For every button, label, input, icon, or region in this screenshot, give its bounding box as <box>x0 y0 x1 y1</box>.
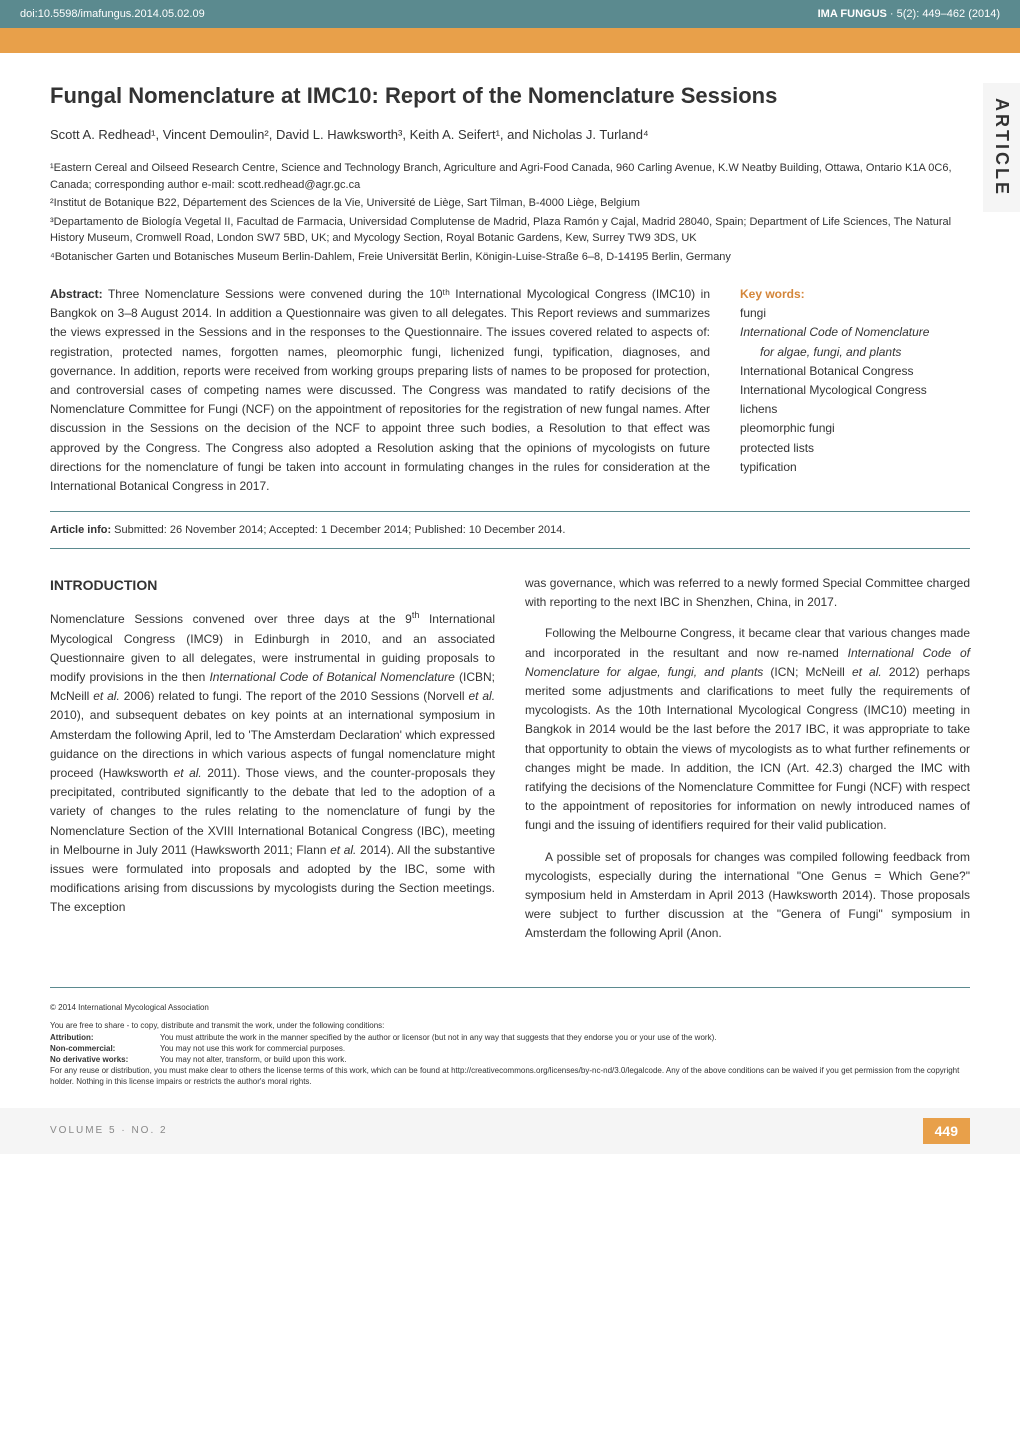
keyword-item: lichens <box>740 400 970 419</box>
divider-3 <box>50 987 970 988</box>
keyword-item: International Mycological Congress <box>740 381 970 400</box>
abstract-label: Abstract: <box>50 287 103 301</box>
divider-1 <box>50 511 970 512</box>
content-wrapper: ARTICLE Fungal Nomenclature at IMC10: Re… <box>0 53 1020 975</box>
license-label: Attribution: <box>50 1032 160 1043</box>
keyword-item: for algae, fungi, and plants <box>740 343 970 362</box>
license-item-text: You may not alter, transform, or build u… <box>160 1055 346 1064</box>
keyword-item: International Botanical Congress <box>740 362 970 381</box>
copyright: © 2014 International Mycological Associa… <box>50 1003 970 1012</box>
affiliation-2: ²Institut de Botanique B22, Département … <box>50 195 970 212</box>
license-intro: You are free to share - to copy, distrib… <box>50 1020 970 1031</box>
journal-name: IMA FUNGUS <box>818 8 887 20</box>
journal-ref: IMA FUNGUS · 5(2): 449–462 (2014) <box>818 8 1000 20</box>
journal-volume: · 5(2): 449–462 (2014) <box>890 8 1000 20</box>
top-banner: doi:10.5598/imafungus.2014.05.02.09 IMA … <box>0 0 1020 28</box>
abstract-text: Abstract: Three Nomenclature Sessions we… <box>50 285 710 496</box>
keyword-item: pleomorphic fungi <box>740 419 970 438</box>
keyword-item: protected lists <box>740 439 970 458</box>
license-item-text: You must attribute the work in the manne… <box>160 1033 716 1042</box>
doi-text: doi:10.5598/imafungus.2014.05.02.09 <box>20 8 205 20</box>
abstract-section: Abstract: Three Nomenclature Sessions we… <box>50 285 970 496</box>
body-column-right: was governance, which was referred to a … <box>525 574 970 955</box>
license-label: No derivative works: <box>50 1054 160 1065</box>
intro-paragraph-2: was governance, which was referred to a … <box>525 574 970 612</box>
affiliation-4: ⁴Botanischer Garten und Botanisches Muse… <box>50 249 970 266</box>
license-label: Non-commercial: <box>50 1043 160 1054</box>
article-info-text: Submitted: 26 November 2014; Accepted: 1… <box>111 524 565 536</box>
license-text: You are free to share - to copy, distrib… <box>50 1020 970 1087</box>
introduction-heading: INTRODUCTION <box>50 574 495 596</box>
intro-paragraph-3: Following the Melbourne Congress, it bec… <box>525 624 970 835</box>
keyword-item: fungi <box>740 304 970 323</box>
license-item: Non-commercial:You may not use this work… <box>50 1043 970 1054</box>
volume-info: VOLUME 5 · NO. 2 <box>50 1125 168 1136</box>
intro-paragraph-1: Nomenclature Sessions convened over thre… <box>50 608 495 917</box>
keywords-box: Key words: fungiInternational Code of No… <box>740 285 970 496</box>
article-tab: ARTICLE <box>983 83 1020 212</box>
license-item: Attribution:You must attribute the work … <box>50 1032 970 1043</box>
article-title: Fungal Nomenclature at IMC10: Report of … <box>50 83 970 109</box>
intro-paragraph-4: A possible set of proposals for changes … <box>525 848 970 944</box>
keyword-item: International Code of Nomenclature <box>740 323 970 342</box>
license-footer: For any reuse or distribution, you must … <box>50 1065 970 1087</box>
orange-bar <box>0 28 1020 53</box>
bottom-bar: VOLUME 5 · NO. 2 449 <box>0 1108 1020 1154</box>
abstract-body: Three Nomenclature Sessions were convene… <box>50 287 710 493</box>
article-info-label: Article info: <box>50 524 111 536</box>
license-items: Attribution:You must attribute the work … <box>50 1032 970 1066</box>
authors-list: Scott A. Redhead¹, Vincent Demoulin², Da… <box>50 127 970 142</box>
license-item-text: You may not use this work for commercial… <box>160 1044 345 1053</box>
body-section: INTRODUCTION Nomenclature Sessions conve… <box>50 574 970 955</box>
page-number: 449 <box>923 1118 970 1144</box>
keywords-list: fungiInternational Code of Nomenclaturef… <box>740 304 970 477</box>
affiliation-3: ³Departamento de Biología Vegetal II, Fa… <box>50 214 970 247</box>
body-column-left: INTRODUCTION Nomenclature Sessions conve… <box>50 574 495 955</box>
affiliations: ¹Eastern Cereal and Oilseed Research Cen… <box>50 160 970 265</box>
article-info: Article info: Submitted: 26 November 201… <box>50 524 970 536</box>
divider-2 <box>50 548 970 549</box>
footer-section: © 2014 International Mycological Associa… <box>0 1003 1020 1087</box>
keyword-item: typification <box>740 458 970 477</box>
keywords-label: Key words: <box>740 285 970 304</box>
license-item: No derivative works:You may not alter, t… <box>50 1054 970 1065</box>
affiliation-1: ¹Eastern Cereal and Oilseed Research Cen… <box>50 160 970 193</box>
